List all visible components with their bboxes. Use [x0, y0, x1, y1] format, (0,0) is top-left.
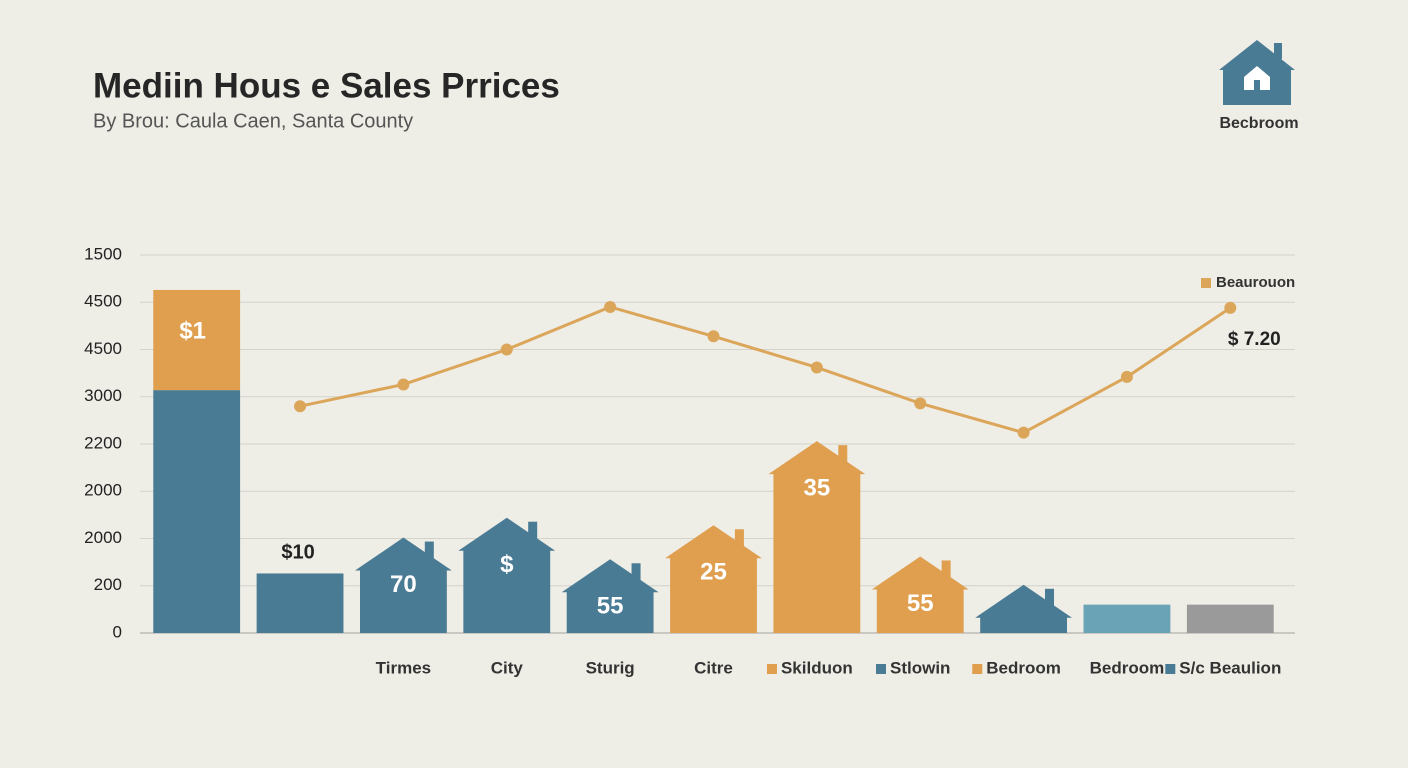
line-point — [1224, 301, 1237, 314]
bar — [256, 573, 344, 633]
x-tick-label: Stlowin — [890, 658, 950, 677]
y-tick-label: 1500 — [84, 244, 122, 263]
line-point — [707, 330, 720, 343]
chimney — [1045, 588, 1055, 616]
line-point — [810, 361, 823, 374]
y-tick-label: 4500 — [84, 292, 122, 311]
y-tick-label: 3000 — [84, 386, 122, 405]
y-tick-label: 2200 — [84, 433, 122, 452]
line-point — [294, 400, 307, 413]
chimney — [941, 560, 951, 588]
bar-label: 55 — [907, 590, 934, 617]
line-point — [1017, 426, 1030, 439]
legend-label: Beaurouon — [1216, 274, 1295, 291]
line-series — [299, 305, 1232, 435]
bar-label: 25 — [700, 559, 727, 586]
house-bar — [768, 441, 866, 633]
line-point — [604, 300, 617, 313]
bar — [153, 390, 241, 633]
x-tick-label: Tirmes — [376, 658, 431, 677]
x-tick-label: Skilduon — [781, 658, 853, 677]
x-tick-label: Citre — [694, 658, 733, 677]
chimney — [424, 541, 434, 569]
line-point — [397, 378, 410, 391]
chimney — [838, 445, 848, 473]
legend-swatch — [1201, 278, 1211, 288]
bar — [1083, 604, 1171, 633]
chimney — [528, 521, 538, 549]
bar-label: 35 — [804, 475, 831, 502]
bar — [1186, 604, 1274, 633]
line-point — [1120, 370, 1133, 383]
line-end-label: $ 7.20 — [1228, 329, 1281, 350]
category-marker — [972, 664, 983, 674]
chimney — [734, 529, 744, 557]
bar-label: $ — [500, 551, 514, 578]
x-tick-label: City — [491, 658, 524, 677]
chimney — [631, 563, 641, 591]
stacked-bar — [153, 289, 241, 391]
bar-label: $10 — [281, 542, 314, 564]
bar-label: $1 — [179, 317, 206, 344]
y-tick-label: 2000 — [84, 528, 122, 547]
x-tick-label: Bedroom — [986, 658, 1061, 677]
category-marker — [766, 664, 777, 674]
y-tick-label: 0 — [113, 622, 122, 641]
house-bar — [975, 584, 1073, 633]
line-point — [500, 343, 513, 356]
bar-label: 55 — [597, 593, 624, 620]
line-point — [914, 397, 927, 410]
chart-subtitle: By Brou: Caula Caen, Santa County — [93, 110, 413, 132]
category-marker — [876, 664, 887, 674]
category-marker — [1165, 664, 1176, 674]
y-tick-label: 2000 — [84, 481, 122, 500]
house-icon — [1219, 40, 1295, 105]
bar-label: 70 — [390, 571, 417, 598]
x-tick-label: Sturig — [586, 658, 635, 677]
icon-label: Becbroom — [1219, 115, 1298, 132]
x-tick-label: Bedroom — [1090, 658, 1165, 677]
chart-title: Mediin Hous e Sales Prrices — [93, 66, 560, 105]
y-tick-label: 4500 — [84, 339, 122, 358]
y-tick-label: 200 — [94, 575, 122, 594]
x-tick-label: S/c Beaulion — [1179, 658, 1281, 677]
